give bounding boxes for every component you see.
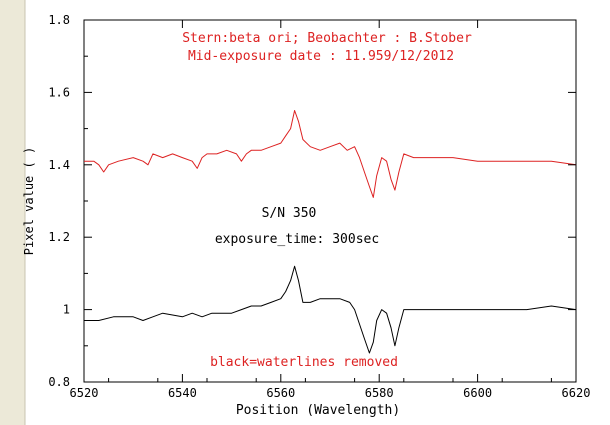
snr-annotation: S/N 350	[262, 206, 317, 221]
waterlines-note: black=waterlines removed	[210, 355, 398, 370]
series-line-black	[84, 265, 577, 354]
ticks-layer: 6520 6540 6560 6580 6600 6620 0.8 1 1.2 1.4 1.6 1.8	[48, 13, 590, 400]
y-axis-label: Pixel value ( )	[22, 147, 36, 255]
y-tick-label: 1.4	[48, 158, 70, 172]
exposure-annotation: exposure_time: 300sec	[215, 232, 379, 247]
x-tick-label: 6560	[266, 386, 295, 400]
y-tick-label: 1.8	[48, 13, 70, 27]
x-tick-label: 6540	[168, 386, 197, 400]
x-tick-label: 6620	[562, 386, 591, 400]
series-layer	[84, 110, 577, 354]
x-axis-label: Position (Wavelength)	[236, 403, 400, 418]
x-tick-label: 6600	[463, 386, 492, 400]
plot-frame	[83, 19, 577, 383]
chart-title: Stern:beta ori; Beobachter : B.Stober	[182, 31, 472, 46]
left-panel	[0, 0, 25, 425]
y-tick-label: 1	[63, 303, 70, 317]
y-tick-label: 1.2	[48, 230, 70, 244]
y-tick-label: 1.6	[48, 85, 70, 99]
series-line-red	[84, 110, 577, 198]
chart-subtitle: Mid-exposure date : 11.959/12/2012	[188, 49, 454, 64]
y-tick-label: 0.8	[48, 375, 70, 389]
x-tick-label: 6580	[365, 386, 394, 400]
x-tick-label: 6520	[70, 386, 99, 400]
